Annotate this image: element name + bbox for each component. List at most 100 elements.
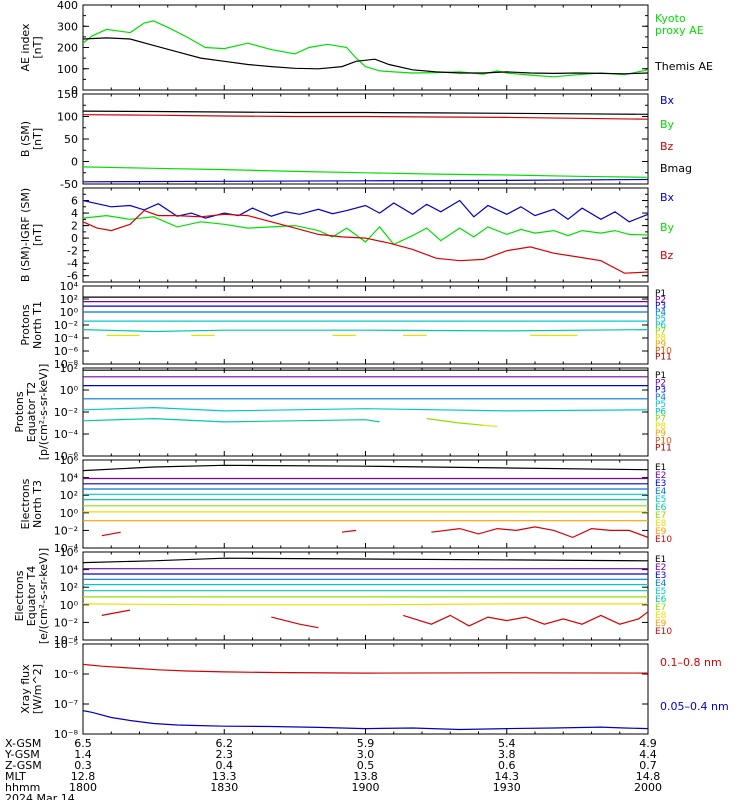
- legend-item: P10: [655, 436, 672, 446]
- legend-item: P6: [655, 407, 666, 417]
- y-tick-label: 10²: [60, 581, 78, 594]
- legend-item: E8: [655, 519, 667, 529]
- ephemeris-label: X-GSM: [5, 737, 41, 750]
- legend-item: 0.1–0.8 nm: [660, 656, 722, 669]
- legend-item: E6: [655, 503, 667, 513]
- legend-item: E4: [655, 487, 667, 497]
- y-tick-label: 100: [57, 63, 78, 76]
- legend-item: P1: [655, 289, 666, 299]
- series-line-bmag: [83, 110, 648, 115]
- legend-item: E9: [655, 527, 667, 537]
- legend-item: E3: [655, 571, 666, 581]
- legend-item: P11: [655, 444, 672, 454]
- y-tick-label: 300: [57, 20, 78, 33]
- ephemeris-label: hhmm: [5, 781, 40, 794]
- y-tick-label: 10⁰: [60, 599, 79, 612]
- legend-item: E7: [655, 511, 666, 521]
- panel-xray: 10⁻⁸ 10⁻⁷ 10⁻⁶ 10⁻⁵ Xray flux [W/m^2] 0.1–0.8 …: [19, 638, 729, 741]
- y-tick-label: 10⁻²: [54, 616, 78, 629]
- y-tick-label: -2: [67, 245, 78, 258]
- ephemeris-label: Y-GSM: [4, 748, 40, 761]
- ephemeris-value: 0.7: [639, 759, 657, 772]
- legend-item: proxy AE: [655, 24, 704, 37]
- ephemeris-label: MLT: [5, 770, 26, 783]
- legend-item: Kyoto: [655, 12, 686, 25]
- ephemeris-value: 1930: [493, 781, 521, 794]
- y-tick-label: 10⁴: [60, 472, 79, 485]
- ephemeris-value: 1900: [352, 781, 380, 794]
- legend-item: P10: [655, 346, 672, 356]
- y-axis-label: [nT]: [31, 224, 44, 246]
- ephemeris-value: 13.3: [212, 770, 237, 783]
- legend-item: P7: [655, 415, 666, 425]
- series-line-e10: [431, 526, 648, 539]
- y-tick-label: 0: [71, 232, 78, 245]
- y-tick-label: 50: [64, 133, 78, 146]
- legend-item: E5: [655, 495, 666, 505]
- y-axis-label: B (SM)-IGRF (SM): [19, 188, 32, 282]
- ephemeris-value: 6.2: [216, 737, 234, 750]
- y-tick-label: 10⁻²: [54, 319, 78, 332]
- legend-item: P5: [655, 400, 666, 410]
- legend-item: E6: [655, 595, 667, 605]
- y-tick-label: 10⁰: [60, 384, 79, 397]
- legend-item: E4: [655, 579, 667, 589]
- y-tick-label: 10⁻²: [54, 524, 78, 537]
- ephemeris-value: 1800: [69, 781, 97, 794]
- legend-item: E2: [655, 563, 666, 573]
- ephemeris-value: 13.8: [353, 770, 378, 783]
- legend-item: E1: [655, 463, 666, 473]
- y-axis-label: Protons: [19, 304, 32, 345]
- ephemeris-value: 14.3: [495, 770, 520, 783]
- legend-item: By: [660, 118, 675, 131]
- series-line-kyoto-proxy-ae: [83, 20, 648, 78]
- y-tick-label: 10⁻⁸: [54, 728, 79, 741]
- panel-frame-pe: [82, 367, 649, 457]
- y-axis-label: [W/m^2]: [31, 664, 44, 714]
- y-tick-label: 10⁰: [60, 507, 79, 520]
- legend-item: P9: [655, 340, 666, 350]
- y-tick-label: 6: [71, 195, 78, 208]
- panel-ee: 10⁻⁴ 10⁻² 10⁰ 10² 10⁴ 10⁶ Electrons Equator T4[…: [13, 546, 672, 647]
- y-tick-label: -6: [67, 270, 78, 283]
- legend-item: E2: [655, 471, 666, 481]
- ephemeris-value: 5.4: [498, 737, 516, 750]
- ephemeris-label: Z-GSM: [5, 759, 42, 772]
- legend-item: E8: [655, 611, 667, 621]
- y-tick-label: 10⁻⁵: [54, 638, 78, 651]
- y-tick-label: 10⁻⁴: [54, 428, 79, 441]
- legend-item: P2: [655, 295, 666, 305]
- ephemeris-value: 1830: [210, 781, 238, 794]
- y-axis-label: Equator T2: [25, 382, 38, 442]
- legend-item: E10: [655, 627, 672, 637]
- y-axis-label: North T1: [31, 301, 44, 349]
- ephemeris-value: 6.5: [74, 737, 92, 750]
- y-tick-label: 150: [57, 88, 78, 101]
- y-tick-label: 10⁻⁸: [54, 358, 79, 371]
- legend-item: P8: [655, 422, 666, 432]
- series-line-e1: [83, 464, 648, 472]
- y-tick-label: 10⁻⁷: [54, 698, 78, 711]
- panel-bsm: -50 0 50 100 150 B (SM) [nT] Bx By Bz Bmag: [19, 88, 692, 191]
- legend-item: P3: [655, 386, 666, 396]
- series-line-0.05–0.4-nm: [83, 710, 648, 731]
- y-tick-label: 10⁰: [60, 306, 79, 319]
- legend-item: By: [660, 221, 675, 234]
- y-tick-label: 10⁻²: [54, 406, 78, 419]
- y-tick-label: 100: [57, 111, 78, 124]
- y-axis-label: AE index: [19, 23, 32, 72]
- date-label: 2024 Mar 14: [5, 792, 75, 800]
- legend-item: P11: [655, 353, 672, 363]
- y-axis-label: Electrons: [19, 478, 32, 529]
- series-line-p6: [83, 329, 648, 333]
- panel-frame-bdiff: [82, 187, 649, 283]
- series-line-e10: [341, 529, 357, 533]
- ephemeris-value: 3.8: [498, 748, 516, 761]
- panel-frame-ae: [82, 4, 649, 91]
- y-tick-label: 0: [71, 156, 78, 169]
- series-line-by: [83, 166, 648, 178]
- y-axis-label: [p/(cm²-s-sr-keV)]: [37, 364, 50, 461]
- legend-item: Bx: [660, 191, 675, 204]
- series-line-bx: [83, 199, 648, 223]
